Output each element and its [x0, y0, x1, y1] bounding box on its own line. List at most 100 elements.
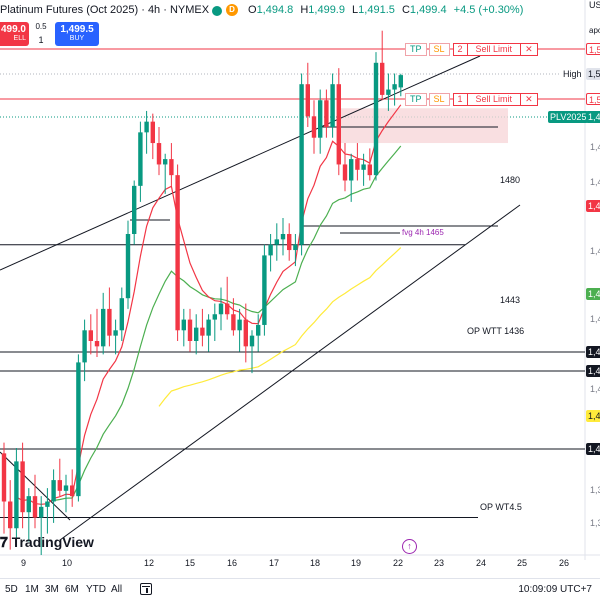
candle-body	[32, 496, 38, 518]
clock-readout[interactable]: 10:09:09 UTC+7	[518, 584, 592, 595]
range-6m-button[interactable]: 6M	[65, 584, 79, 595]
candle-body	[200, 327, 205, 336]
candle-body	[268, 244, 273, 256]
time-axis-label: 10	[62, 558, 73, 568]
candle-body	[330, 84, 335, 127]
candle-body	[82, 330, 87, 363]
candle-body	[156, 143, 162, 165]
spread-value: 0.5	[35, 22, 47, 31]
candle-body	[1, 453, 7, 502]
buy-button[interactable]: 1,499.5 BUY	[55, 22, 99, 46]
candle-body	[63, 485, 69, 491]
price-axis-label: 1,4	[590, 384, 600, 394]
candle-body	[113, 330, 118, 336]
candle-body	[243, 319, 248, 347]
tv-logo-text: TradingView	[11, 534, 94, 550]
currency-label: US	[589, 0, 600, 10]
time-axis-label: 16	[227, 558, 238, 568]
range-1m-button[interactable]: 1M	[25, 584, 39, 595]
candle-body	[107, 308, 112, 336]
level-label-op-wtt[interactable]: OP WTT 1436	[465, 326, 527, 336]
symbol-tag: PLV2025	[548, 111, 589, 123]
price-axis-label: 1,4	[590, 246, 600, 256]
sell-limit-order[interactable]: 2 Sell Limit ✕	[452, 43, 538, 56]
time-axis-label: 24	[476, 558, 487, 568]
time-axis-label: 23	[434, 558, 445, 568]
level-label-1443[interactable]: 1443	[498, 295, 523, 305]
candle-body	[20, 461, 25, 513]
order-line-1[interactable]: TP SL 1 Sell Limit ✕	[405, 93, 538, 106]
order-price-tag-1: 1,5	[586, 93, 600, 105]
sell-price: 499.0	[0, 24, 26, 35]
range-all-button[interactable]: All	[111, 584, 123, 595]
cancel-order-icon[interactable]: ✕	[520, 44, 537, 55]
candle-body	[8, 501, 13, 529]
candle-body	[342, 164, 348, 181]
candle-body	[45, 501, 50, 507]
time-axis-label: 22	[393, 558, 404, 568]
candle-body	[51, 480, 56, 502]
candle-body	[76, 362, 81, 497]
candle-body	[293, 244, 298, 251]
market-status-icon	[212, 6, 222, 16]
cancel-order-icon[interactable]: ✕	[520, 94, 537, 105]
take-profit-button[interactable]: TP	[405, 93, 427, 106]
candle-body	[218, 303, 224, 315]
ema-slow-line	[158, 247, 402, 407]
candle-body	[392, 84, 397, 90]
candle-body	[398, 75, 403, 88]
spread-quantity[interactable]: 0.5 1	[34, 22, 48, 45]
trendline-upper	[0, 55, 481, 271]
ohlc-close-key: C	[401, 4, 410, 16]
candle-body	[39, 506, 44, 518]
ohlc-low-value: 1,491.5	[358, 4, 395, 16]
sell-limit-order[interactable]: 1 Sell Limit ✕	[452, 93, 538, 106]
calendar-icon[interactable]	[140, 583, 152, 595]
ohlc-change-value: +4.5 (+0.30%)	[453, 4, 524, 16]
level-label-1480[interactable]: 1480	[498, 175, 523, 185]
goto-realtime-icon[interactable]: ↑	[402, 539, 417, 554]
stop-loss-button[interactable]: SL	[428, 43, 450, 56]
sell-button[interactable]: 499.0 ELL	[0, 22, 29, 46]
take-profit-button[interactable]: TP	[405, 43, 427, 56]
candle-body	[336, 84, 341, 165]
tradingview-logo: 𝟕 TradingView	[0, 534, 94, 551]
candle-body	[311, 116, 317, 138]
candle-body	[318, 100, 323, 138]
time-axis-label: 12	[144, 558, 155, 568]
candle-body	[305, 84, 310, 117]
price-chart[interactable]	[0, 0, 600, 560]
candle-body	[324, 100, 329, 127]
candle-body	[138, 132, 143, 186]
sell-label: ELL	[13, 35, 26, 42]
order-type-label: Sell Limit	[475, 44, 513, 54]
delay-badge: D	[226, 4, 238, 16]
fvg-label[interactable]: fvg 4h 1465	[402, 228, 444, 237]
ohlc-close-value: 1,499.4	[409, 4, 447, 16]
stop-loss-button[interactable]: SL	[428, 93, 450, 106]
range-ytd-button[interactable]: YTD	[86, 584, 106, 595]
candle-body	[262, 255, 267, 325]
range-5d-button[interactable]: 5D	[5, 584, 18, 595]
candle-body	[88, 330, 93, 341]
candle-body	[26, 496, 31, 513]
candle-body	[373, 62, 379, 176]
candle-body	[70, 485, 75, 497]
level-label-op-wt[interactable]: OP WT4.5	[478, 502, 524, 512]
candle-body	[299, 84, 304, 245]
symbol-title[interactable]: Platinum Futures (Oct 2025) · 4h · NYMEX	[0, 4, 210, 16]
bottom-toolbar: 5D 1M 3M 6M YTD All 10:09:09 UTC+7	[0, 578, 600, 600]
candle-body	[175, 175, 180, 331]
price-axis-label: 1,3	[590, 485, 600, 495]
order-type-label: Sell Limit	[475, 94, 513, 104]
candle-body	[150, 121, 155, 144]
candle-body	[249, 335, 255, 347]
order-price-tag-2: 1,5	[586, 43, 600, 55]
candle-body	[125, 234, 131, 299]
candle-body	[212, 314, 217, 320]
high-price-tag: 1,5	[586, 68, 600, 80]
candle-body	[14, 461, 19, 529]
order-line-2[interactable]: TP SL 2 Sell Limit ✕	[405, 43, 538, 56]
range-3m-button[interactable]: 3M	[45, 584, 59, 595]
